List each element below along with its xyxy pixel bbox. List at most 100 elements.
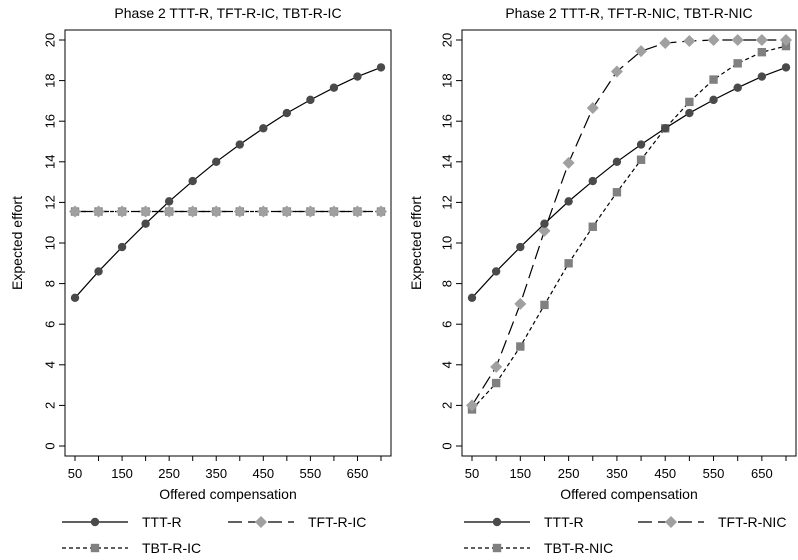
data-point	[780, 34, 792, 46]
legend-marker	[492, 543, 502, 553]
y-tick-label: 8	[42, 280, 57, 287]
x-tick-label: 50	[465, 466, 479, 481]
data-point	[92, 205, 105, 218]
data-point	[731, 34, 744, 46]
right-chart-panel: Phase 2 TTT-R, TFT-R-NIC, TBT-R-NIC 0 2 4 6 8…	[408, 5, 797, 556]
data-point	[70, 293, 80, 303]
data-point	[235, 140, 244, 149]
data-point	[685, 97, 694, 107]
data-point	[757, 72, 767, 81]
legend-item: TBT-R-IC	[62, 540, 201, 556]
data-point	[210, 205, 223, 218]
y-tick-label: 4	[439, 361, 454, 368]
data-point	[282, 108, 292, 118]
legend-item: TFT-R-IC	[228, 514, 366, 530]
series-line	[74, 66, 382, 299]
plot-area	[64, 29, 392, 457]
chart-title: Phase 2 TTT-R, TFT-R-NIC, TBT-R-NIC	[505, 5, 752, 21]
y-tick-label: 18	[42, 73, 57, 87]
data-point	[612, 188, 622, 197]
legend-label: TTT-R	[142, 514, 182, 530]
y-tick-label: 0	[439, 442, 454, 449]
x-tick-label: 350	[606, 466, 628, 481]
x-tick-label: 650	[751, 466, 773, 481]
data-point	[188, 176, 197, 186]
x-tick-label: 150	[111, 466, 133, 481]
data-point	[707, 34, 720, 46]
data-point	[755, 34, 768, 46]
x-tick-label: 150	[509, 466, 531, 481]
x-tick-label: 250	[558, 466, 580, 481]
data-point	[327, 205, 340, 218]
x-axis-label: Offered compensation	[560, 486, 698, 502]
data-point	[491, 378, 501, 388]
series-tft-r-ic	[69, 205, 387, 218]
data-point	[117, 242, 127, 252]
data-point	[233, 205, 246, 218]
data-point	[636, 155, 646, 164]
data-point	[514, 297, 527, 310]
data-point	[586, 102, 599, 115]
y-tick-label: 4	[42, 361, 57, 368]
data-point	[141, 219, 150, 228]
data-point	[69, 205, 81, 218]
y-tick-label: 6	[439, 321, 454, 328]
legend-marker	[665, 516, 677, 528]
y-tick-label: 0	[42, 442, 57, 449]
data-point	[490, 360, 503, 373]
left-chart-panel: Phase 2 TTT-R, TFT-R-IC, TBT-R-IC 0 2 4 6 8 10…	[9, 5, 392, 556]
x-tick-label: 650	[347, 466, 369, 481]
data-point	[540, 219, 549, 228]
data-point	[257, 205, 270, 218]
series-tft-r-nic	[466, 34, 792, 412]
data-point	[306, 95, 315, 105]
x-tick-label: 550	[703, 466, 725, 481]
y-axis-label: Expected effort	[408, 196, 424, 290]
data-point	[781, 41, 791, 51]
y-axis-label: Expected effort	[9, 196, 25, 290]
y-tick-label: 12	[439, 195, 454, 209]
data-point	[516, 242, 525, 252]
x-tick-label: 250	[158, 466, 180, 481]
y-tick-label: 8	[439, 280, 454, 287]
y-tick-label: 10	[42, 236, 57, 250]
data-point	[733, 59, 742, 68]
x-tick-label: 450	[252, 466, 274, 481]
data-point	[280, 205, 293, 218]
y-tick-label: 12	[42, 195, 57, 209]
data-point	[564, 197, 573, 206]
data-point	[612, 157, 622, 166]
data-point	[351, 205, 364, 218]
data-point	[659, 37, 672, 50]
data-point	[588, 176, 597, 186]
legend-item: TFT-R-NIC	[638, 514, 786, 530]
data-point	[781, 63, 791, 72]
data-point	[163, 205, 176, 218]
y-tick-label: 16	[42, 114, 57, 128]
legend: TTT-R TFT-R-IC TBT-R-IC	[62, 514, 366, 556]
data-point	[304, 205, 317, 218]
y-tick-label: 14	[439, 155, 454, 169]
data-point	[259, 124, 268, 133]
x-tick-label: 350	[205, 466, 227, 481]
legend: TTT-R TFT-R-NIC TBT-R-NIC	[464, 514, 786, 556]
data-point	[212, 157, 221, 166]
legend-item: TTT-R	[62, 514, 182, 530]
data-point	[376, 63, 386, 72]
data-point	[516, 342, 525, 351]
chart-title: Phase 2 TTT-R, TFT-R-IC, TBT-R-IC	[114, 5, 341, 21]
data-point	[661, 124, 670, 133]
x-tick-label: 550	[300, 466, 322, 481]
legend-label: TTT-R	[544, 514, 584, 530]
data-point	[685, 108, 694, 118]
y-tick-label: 14	[42, 155, 57, 169]
legend-item: TBT-R-NIC	[464, 540, 613, 556]
legend-item: TTT-R	[464, 514, 584, 530]
x-tick-label: 450	[654, 466, 676, 481]
y-tick-label: 10	[439, 236, 454, 250]
y-tick-label: 6	[42, 321, 57, 328]
legend-label: TFT-R-IC	[308, 514, 366, 530]
y-tick-label: 16	[439, 114, 454, 128]
data-point	[466, 399, 478, 412]
data-point	[564, 259, 573, 268]
